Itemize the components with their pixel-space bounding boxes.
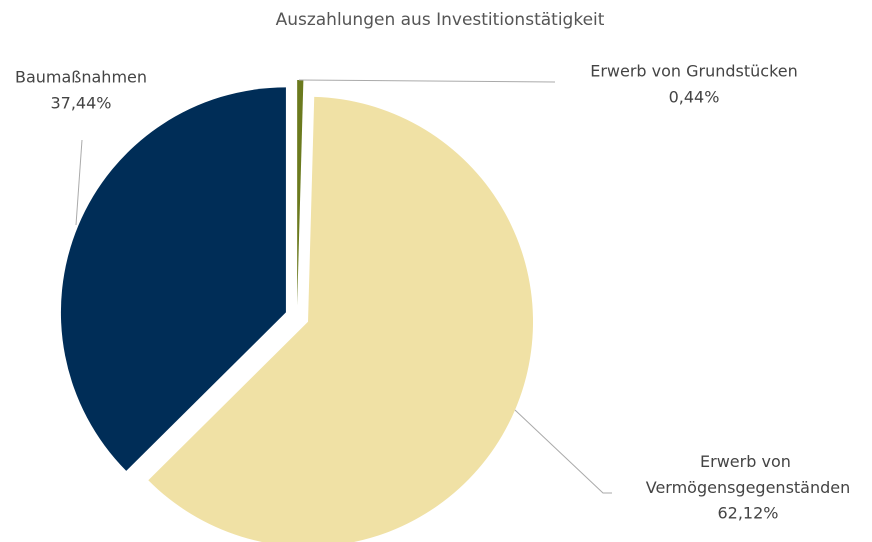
slice-value-label: 62,12%: [717, 504, 778, 523]
slice-label: Erwerb von Grundstücken: [590, 62, 798, 81]
slice-label: Erwerb von Vermögensgegenständen: [646, 452, 851, 497]
pie-slice: [148, 96, 534, 542]
leader-line: [298, 79, 556, 83]
chart-title: Auszahlungen aus Investitionstätigkeit: [276, 10, 605, 30]
slice-value-label: 0,44%: [669, 88, 720, 107]
leader-line: [75, 139, 83, 226]
pie-slice: [297, 80, 304, 306]
leader-line: [514, 409, 612, 494]
slice-label: Baumaßnahmen: [15, 68, 147, 87]
pie-slice: [60, 87, 286, 471]
slice-value-label: 37,44%: [50, 94, 111, 113]
